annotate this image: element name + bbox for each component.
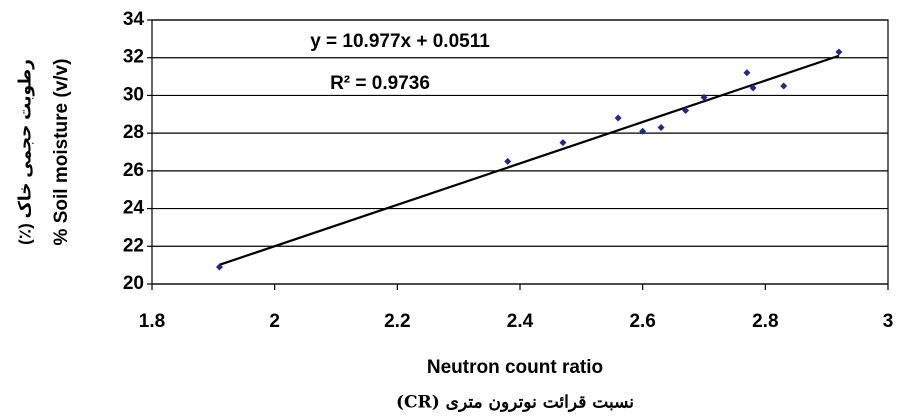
y-tick-label: 34 (123, 9, 145, 30)
x-axis-label-fa: نسبت قرائت نوترون متری (CR) (396, 393, 634, 413)
y-tick-label: 32 (123, 47, 144, 68)
y-axis-label-fa: رطوبت حجمی خاک (٪) (15, 59, 35, 245)
data-point (749, 84, 757, 92)
data-point (215, 263, 223, 271)
data-point (639, 127, 647, 135)
y-tick-label: 22 (123, 235, 144, 256)
y-axis-label: % Soil moisture (v/v) (51, 59, 72, 246)
x-tick-label: 2.2 (384, 311, 410, 332)
x-tick-label: 2.4 (507, 311, 534, 332)
plot-frame (151, 19, 889, 285)
x-tick-label: 2 (269, 311, 280, 332)
x-axis-label: Neutron count ratio (427, 357, 603, 378)
data-point (504, 157, 512, 165)
y-tick-label: 20 (123, 273, 144, 294)
r-squared: R² = 0.9736 (330, 73, 430, 94)
x-tick-label: 2.8 (752, 311, 778, 332)
data-point (743, 69, 751, 77)
data-point (700, 93, 708, 101)
y-tick-label: 24 (123, 198, 145, 219)
data-point (780, 82, 788, 90)
x-tick-label: 3 (883, 311, 894, 332)
data-point (614, 114, 622, 122)
x-tick-label: 2.6 (629, 311, 655, 332)
trendline (219, 54, 840, 266)
x-tick-label: 1.8 (139, 311, 165, 332)
data-point (657, 123, 665, 131)
y-tick-label: 26 (123, 160, 144, 181)
y-tick-label: 30 (123, 84, 144, 105)
y-tick-label: 28 (123, 122, 144, 143)
data-point (559, 139, 567, 147)
equation: y = 10.977x + 0.0511 (310, 31, 490, 52)
data-point (835, 48, 843, 56)
data-point (682, 107, 690, 115)
